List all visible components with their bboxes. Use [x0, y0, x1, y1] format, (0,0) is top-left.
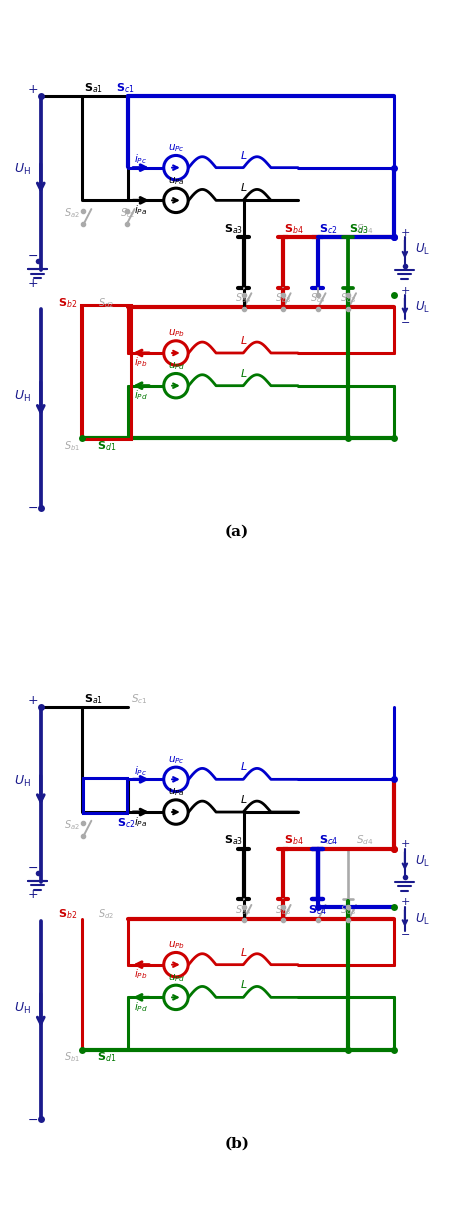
Text: $\mathbf{S}_{d1}$: $\mathbf{S}_{d1}$	[97, 1050, 116, 1065]
Text: $L$: $L$	[239, 366, 247, 378]
Text: $U_{\mathrm{H}}$: $U_{\mathrm{H}}$	[14, 774, 31, 790]
Text: $S_{d3}$: $S_{d3}$	[340, 904, 356, 917]
Text: $S_{a4}$: $S_{a4}$	[236, 904, 252, 917]
Text: $i_{Pa}$: $i_{Pa}$	[135, 815, 148, 828]
Text: $S_{c2}$: $S_{c2}$	[120, 206, 136, 221]
Text: $i_{Pc}$: $i_{Pc}$	[135, 764, 147, 778]
Text: $U_{\mathrm{L}}$: $U_{\mathrm{L}}$	[415, 912, 430, 927]
Text: $\mathbf{S}_{a3}$: $\mathbf{S}_{a3}$	[224, 222, 243, 235]
Text: $\mathbf{S}_{b4}$: $\mathbf{S}_{b4}$	[283, 222, 303, 235]
Text: $L$: $L$	[239, 181, 247, 193]
Text: $u_{Pa}$: $u_{Pa}$	[168, 786, 185, 798]
Text: $S_{c2}$: $S_{c2}$	[319, 833, 335, 848]
Text: $u_{Pb}$: $u_{Pb}$	[168, 939, 185, 951]
Text: $i_{Pa}$: $i_{Pa}$	[135, 203, 148, 217]
Text: $U_{\mathrm{L}}$: $U_{\mathrm{L}}$	[415, 243, 430, 257]
Text: $L$: $L$	[239, 148, 247, 160]
Text: $+$: $+$	[400, 227, 410, 238]
Text: $\mathbf{S}_{b2}$: $\mathbf{S}_{b2}$	[58, 296, 77, 309]
Text: $S_{d2}$: $S_{d2}$	[98, 907, 114, 922]
Text: $-$: $-$	[27, 1114, 38, 1126]
Text: $S_{d3}$: $S_{d3}$	[340, 291, 356, 306]
Text: $U_{\mathrm{H}}$: $U_{\mathrm{H}}$	[14, 389, 31, 404]
Text: $\mathbf{S}_{c1}$: $\mathbf{S}_{c1}$	[117, 81, 135, 95]
Text: $U_{\mathrm{H}}$: $U_{\mathrm{H}}$	[14, 1001, 31, 1015]
Text: $S_{c4}$: $S_{c4}$	[310, 291, 326, 306]
Text: $+$: $+$	[400, 896, 410, 907]
Text: $S_{a2}$: $S_{a2}$	[64, 206, 80, 221]
Text: $\mathbf{S}_{c4}$: $\mathbf{S}_{c4}$	[319, 833, 337, 848]
Text: $S_{b3}$: $S_{b3}$	[274, 291, 291, 306]
Bar	[82, 304, 131, 439]
Text: $U_{\mathrm{L}}$: $U_{\mathrm{L}}$	[415, 854, 430, 869]
Text: $S_{a2}$: $S_{a2}$	[64, 819, 80, 832]
Text: $u_{Pc}$: $u_{Pc}$	[168, 142, 185, 154]
Text: $S_{b1}$: $S_{b1}$	[64, 439, 80, 452]
Text: $i_{Pd}$: $i_{Pd}$	[134, 1000, 148, 1014]
Text: $\mathbf{S}_{b4}$: $\mathbf{S}_{b4}$	[283, 833, 303, 848]
Text: (b): (b)	[225, 1137, 249, 1150]
Text: $L$: $L$	[239, 946, 247, 957]
Text: $i_{Pb}$: $i_{Pb}$	[134, 967, 148, 981]
Bar	[83, 779, 127, 813]
Text: $U_{\mathrm{H}}$: $U_{\mathrm{H}}$	[14, 163, 31, 177]
Text: $-$: $-$	[400, 927, 410, 938]
Text: $+$: $+$	[400, 285, 410, 296]
Text: $+$: $+$	[27, 277, 38, 290]
Text: $S_{b1}$: $S_{b1}$	[64, 1050, 80, 1065]
Text: $S_{d4}$: $S_{d4}$	[356, 833, 374, 848]
Text: $u_{Pa}$: $u_{Pa}$	[168, 175, 185, 187]
Text: $-$: $-$	[27, 250, 38, 262]
Text: $L$: $L$	[239, 793, 247, 805]
Text: $u_{Pc}$: $u_{Pc}$	[168, 753, 185, 765]
Text: $+$: $+$	[27, 82, 38, 96]
Text: $-$: $-$	[27, 501, 38, 514]
Text: $\mathbf{S}_{a1}$: $\mathbf{S}_{a1}$	[83, 693, 103, 706]
Text: $\mathbf{S}_{a1}$: $\mathbf{S}_{a1}$	[83, 81, 103, 95]
Text: $\mathbf{S}_{c2}$: $\mathbf{S}_{c2}$	[319, 222, 337, 235]
Text: $+$: $+$	[27, 694, 38, 707]
Text: $u_{Pb}$: $u_{Pb}$	[168, 328, 185, 340]
Text: $\mathbf{S}_{a3}$: $\mathbf{S}_{a3}$	[224, 833, 243, 848]
Text: $\mathbf{S}_{b2}$: $\mathbf{S}_{b2}$	[58, 907, 77, 922]
Text: $L$: $L$	[239, 761, 247, 773]
Text: $\mathbf{S}_{d1}$: $\mathbf{S}_{d1}$	[97, 439, 116, 452]
Text: $-$: $-$	[400, 315, 410, 326]
Text: $u_{Pd}$: $u_{Pd}$	[168, 972, 186, 984]
Text: $S_{a4}$: $S_{a4}$	[236, 291, 252, 306]
Text: $L$: $L$	[239, 979, 247, 990]
Text: $-$: $-$	[27, 861, 38, 873]
Text: $i_{Pc}$: $i_{Pc}$	[135, 152, 147, 166]
Text: $S_{d2}$: $S_{d2}$	[98, 296, 114, 309]
Text: $+$: $+$	[400, 838, 410, 849]
Text: $u_{Pd}$: $u_{Pd}$	[168, 360, 186, 372]
Text: $S_{d4}$: $S_{d4}$	[356, 222, 374, 235]
Text: $L$: $L$	[239, 334, 247, 346]
Text: $i_{Pd}$: $i_{Pd}$	[134, 388, 148, 403]
Text: $S_{b3}$: $S_{b3}$	[274, 904, 291, 917]
Text: $i_{Pb}$: $i_{Pb}$	[134, 355, 148, 370]
Text: $S_{c1}$: $S_{c1}$	[131, 693, 147, 706]
Text: (a): (a)	[225, 525, 249, 539]
Text: $\mathbf{S}_{c2}$: $\mathbf{S}_{c2}$	[117, 816, 135, 830]
Text: $+$: $+$	[27, 888, 38, 901]
Text: $\mathbf{S}_{d3}$: $\mathbf{S}_{d3}$	[349, 222, 368, 235]
Text: $U_{\mathrm{L}}$: $U_{\mathrm{L}}$	[415, 300, 430, 315]
Text: $\mathbf{S}_{c4}$: $\mathbf{S}_{c4}$	[308, 904, 327, 917]
